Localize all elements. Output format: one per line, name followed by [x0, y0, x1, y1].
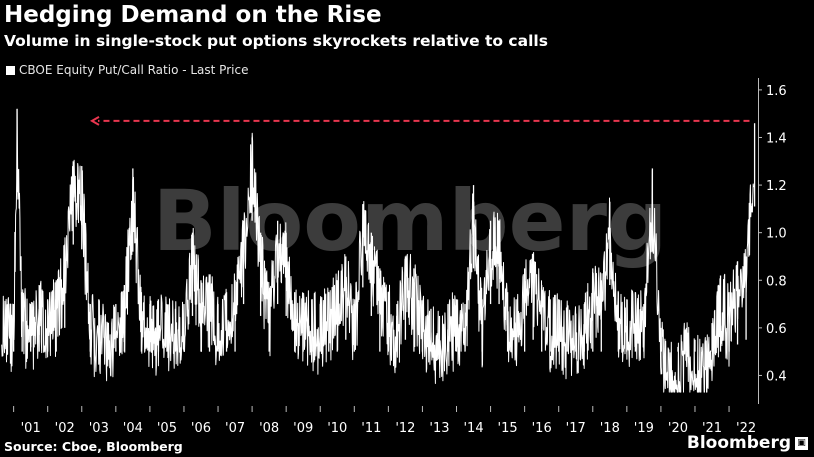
- x-tick-label: '05: [157, 421, 177, 436]
- legend-swatch: [6, 65, 15, 75]
- y-tick-label: 0.6: [766, 322, 787, 337]
- y-axis: 0.4 0.6 0.8 1.0 1.2 1.4 1.6: [758, 84, 787, 384]
- series-layer: [1, 108, 756, 393]
- x-tick-label: '20: [668, 421, 688, 436]
- legend: CBOE Equity Put/Call Ratio - Last Price: [6, 63, 248, 77]
- brand-logo: Bloomberg ▣: [687, 433, 808, 453]
- x-tick-label: '21: [702, 421, 722, 436]
- x-tick-label: '09: [293, 421, 313, 436]
- x-tick-label: '19: [634, 421, 654, 436]
- x-tick-label: '07: [225, 421, 245, 436]
- x-tick-label: '02: [55, 421, 75, 436]
- x-tick-label: '01: [21, 421, 41, 436]
- series-line-put-call-ratio: [1, 108, 755, 393]
- x-tick-label: '08: [259, 421, 279, 436]
- y-tick-label: 1.4: [766, 131, 787, 146]
- annotation-layer: [89, 115, 750, 126]
- brand-name: Bloomberg: [686, 433, 791, 453]
- watermark-text: Bloomberg: [153, 172, 667, 270]
- y-tick-label: 1.6: [766, 84, 787, 99]
- chart-subtitle: Volume in single-stock put options skyro…: [4, 32, 548, 50]
- x-tick-label: '06: [191, 421, 211, 436]
- x-tick-label: '18: [600, 421, 620, 436]
- x-tick-label: '14: [463, 421, 483, 436]
- x-tick-label: '16: [532, 421, 552, 436]
- x-tick-label: '12: [395, 421, 415, 436]
- x-tick-label: '17: [566, 421, 586, 436]
- x-axis: '01 '02 '03 '04 '05 '06 '07 '08 '09 '10 '11 '12 '13 '…: [13, 406, 756, 436]
- annotation-arrowhead-icon: [89, 115, 100, 126]
- y-tick-label: 1.0: [766, 227, 787, 242]
- y-tick-label: 1.2: [766, 179, 787, 194]
- x-tick-label: '22: [736, 421, 756, 436]
- bloomberg-terminal-icon: ▣: [795, 436, 808, 450]
- x-tick-label: '11: [361, 421, 381, 436]
- x-tick-label: '04: [123, 421, 143, 436]
- chart-title: Hedging Demand on the Rise: [4, 2, 382, 28]
- y-tick-label: 0.4: [766, 369, 787, 384]
- x-tick-label: '15: [498, 421, 518, 436]
- legend-label: CBOE Equity Put/Call Ratio - Last Price: [19, 63, 249, 77]
- x-tick-label: '10: [327, 421, 347, 436]
- x-tick-label: '13: [429, 421, 449, 436]
- y-tick-label: 0.8: [766, 274, 787, 289]
- x-tick-label: '03: [89, 421, 109, 436]
- source-note: Source: Cboe, Bloomberg: [4, 439, 183, 454]
